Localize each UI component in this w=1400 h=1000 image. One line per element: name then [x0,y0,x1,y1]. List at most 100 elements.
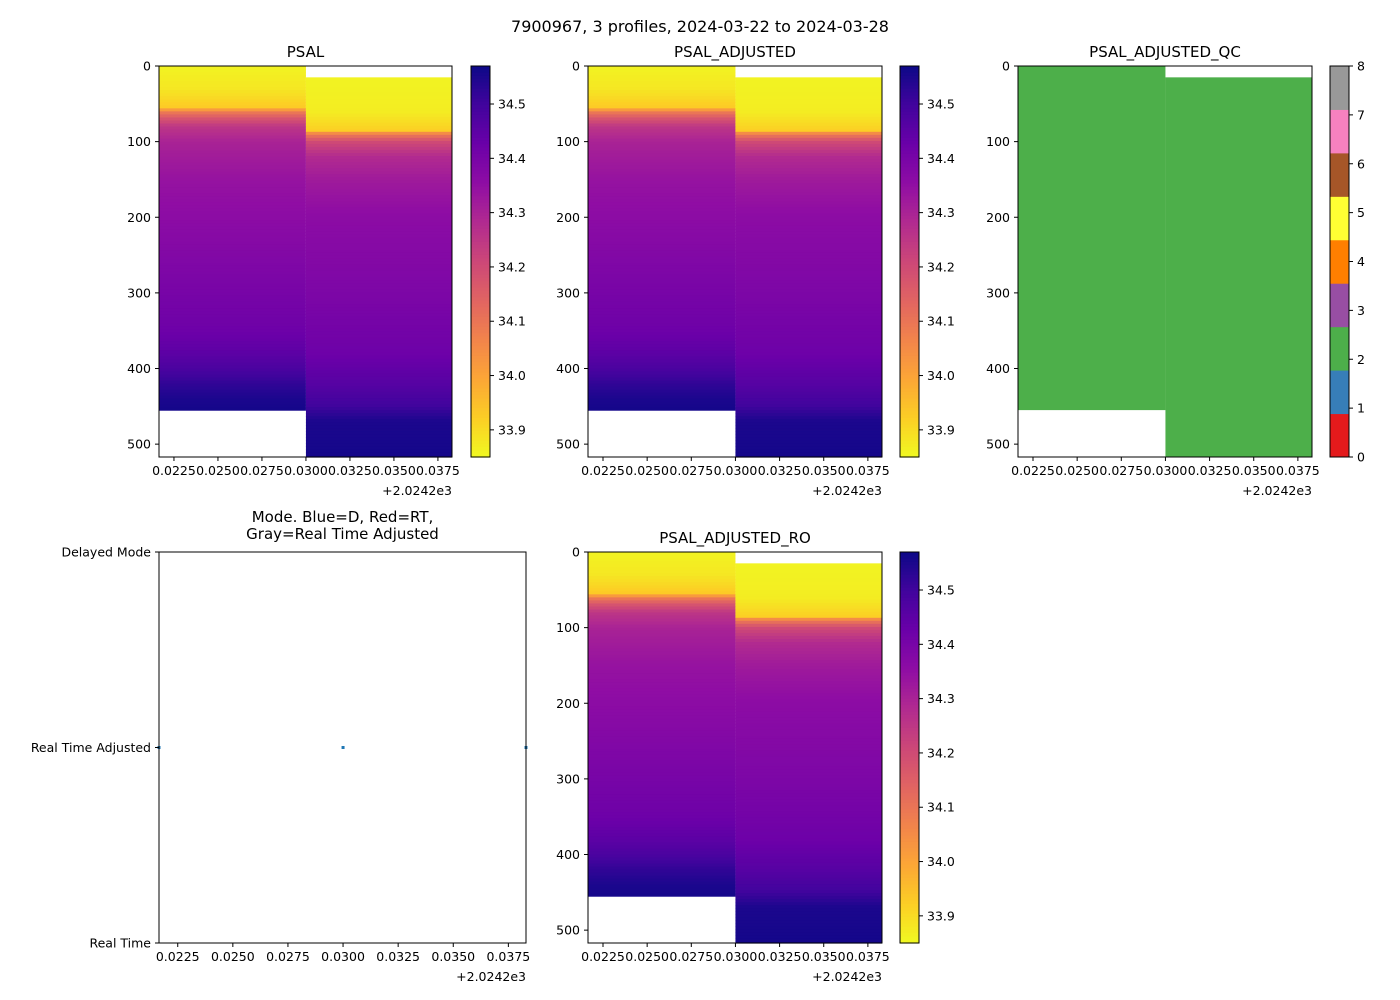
profile-cell [735,608,882,613]
colorbar-segment [471,440,490,445]
colorbar-segment [471,414,490,419]
profile-cell [588,144,736,149]
profile-cell [735,382,882,387]
colorbar-segment [471,421,490,426]
profile-cell [735,629,882,634]
colorbar-segment [471,209,490,214]
profile-cell [159,395,306,400]
colorbar-segment [900,206,919,210]
profile-cell [305,98,452,103]
profile-cell [588,332,736,336]
profile-cell [159,244,306,249]
colorbar-segment [900,669,919,674]
profile-cell [159,105,306,109]
colorbar-segment [471,150,490,155]
colorbar-segment [471,170,490,175]
profile-cell [588,742,736,747]
profile-cell [735,726,882,731]
colorbar-segment [471,66,490,70]
profile-cell [588,304,736,309]
profile-cell [735,261,882,266]
plot-area [588,552,882,944]
profile-cell [588,866,736,871]
profile-cell [588,872,736,877]
colorbar-segment [471,134,490,139]
x-tick-label: 0.0375 [1276,463,1320,478]
profile-cell [588,669,736,674]
colorbar-segment [900,342,919,347]
x-tick-label: 0.0325 [758,463,802,478]
colorbar-segment [900,584,919,589]
colorbar-segment [471,219,490,223]
colorbar-segment [900,219,919,223]
profile-cell [588,851,736,856]
panel-psal: PSAL 0.0225 0.0250 0.0275 0.0300 0.0325 0.0350… [127,43,526,498]
profile-cell [305,261,452,266]
colorbar-segment [900,271,919,276]
profile-cell [588,235,736,240]
colorbar-segment [900,349,919,354]
profile-cell [735,772,882,776]
profile-cell [305,143,452,148]
profile-cell [159,168,306,173]
colorbar-segment [900,235,919,240]
profile-cell [735,890,882,894]
profile-cell [588,156,736,161]
colorbar-segment [900,825,919,830]
profile-cell [735,379,882,384]
colorbar-segment [900,95,919,100]
colorbar-segment [900,189,919,194]
colorbar-tick-label: 8 [1357,59,1365,74]
profile-cell [588,800,736,804]
colorbar-segment [900,248,919,253]
profile-cell [735,422,882,426]
colorbar-segment [900,701,919,706]
colorbar-segment [900,199,919,204]
profile-cell [735,572,882,577]
profile-cell [588,120,736,125]
profile-cell [588,651,736,656]
x-tick-label: 0.0275 [1099,463,1143,478]
colorbar-segment [900,160,919,165]
profile-cell [588,564,736,568]
profile-cell [735,832,882,837]
profile-cell [735,911,882,915]
colorbar-segment [900,894,919,898]
profile-cell [588,117,736,122]
profile-cell [588,223,736,227]
colorbar-segment [900,316,919,321]
panel-title-line: Gray=Real Time Adjusted [246,525,439,543]
colorbar-segment [471,176,490,181]
profile-cell [735,720,882,725]
profile-cell [305,349,452,354]
profile-cell [305,316,452,320]
profile-cell [159,389,306,394]
plot-area [159,66,452,458]
profile-cell [735,125,882,130]
colorbar-segment [471,300,490,305]
profile-cell [735,763,882,767]
colorbar-segment [900,329,919,334]
colorbar-segment [471,408,490,412]
x-tick-label: 0.0300 [284,463,328,478]
profile-cell [735,307,882,311]
colorbar-segment [471,401,490,406]
y-tick-label: 0 [143,59,151,74]
x-tick-label: 0.0275 [240,463,284,478]
profile-cell [159,211,306,215]
colorbar-segment [471,342,490,347]
colorbar-tick-label: 34.0 [927,368,955,383]
profile-cell [588,697,736,701]
colorbar-segment [471,365,490,370]
colorbar-segment [471,241,490,246]
colorbar-segment [471,450,490,455]
profile-cell [588,66,736,70]
profile-cell [588,621,736,626]
profile-cell [735,672,882,676]
profile-cell [588,636,736,641]
profile-cell [305,328,452,333]
colorbar-segment [900,140,919,145]
colorbar-segment [1330,109,1349,154]
profile-cell [588,842,736,847]
